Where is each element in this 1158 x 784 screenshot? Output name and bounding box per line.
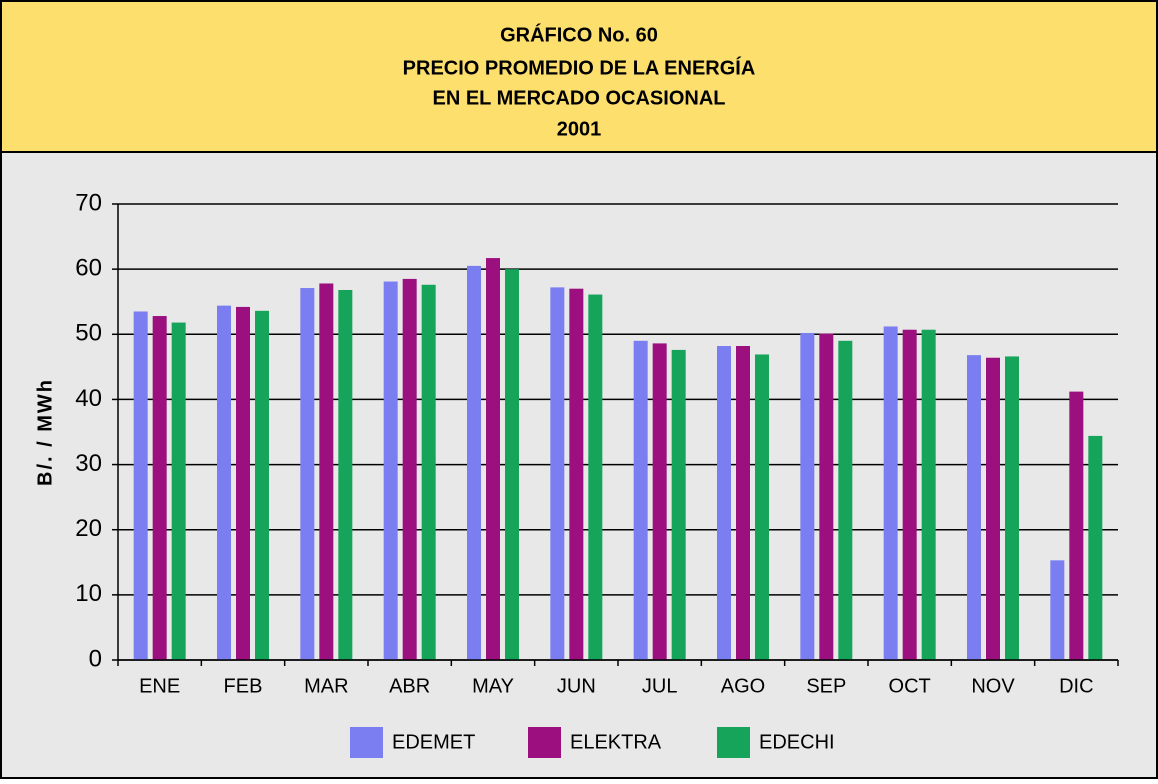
x-tick-label: JUL — [642, 675, 678, 697]
bar — [633, 340, 648, 660]
y-tick-label: 50 — [75, 320, 102, 347]
chart-title: PRECIO PROMEDIO DE LA ENERGÍA — [403, 56, 756, 79]
x-tick-label: DIC — [1059, 675, 1093, 697]
bar — [255, 310, 269, 660]
bar — [1088, 435, 1103, 660]
bar — [1005, 356, 1019, 660]
bar — [421, 284, 436, 660]
bar — [569, 288, 584, 660]
bar — [319, 283, 334, 660]
chart-title: 2001 — [557, 118, 602, 140]
bar — [1050, 560, 1065, 660]
y-tick-label: 60 — [75, 254, 102, 281]
bar — [588, 294, 603, 660]
bar — [800, 332, 815, 660]
x-tick-label: JUN — [557, 675, 596, 697]
bar — [736, 346, 750, 660]
bar — [652, 343, 667, 660]
bar — [467, 265, 481, 660]
bar — [967, 355, 981, 660]
x-tick-label: ENE — [139, 675, 180, 697]
bar — [1069, 391, 1084, 660]
y-axis-label: B/. / MWh — [34, 378, 56, 486]
y-tick-label: 40 — [75, 385, 102, 412]
bar — [486, 258, 500, 660]
x-tick-label: AGO — [721, 675, 765, 697]
x-tick-label: NOV — [971, 675, 1015, 697]
legend-swatch — [350, 727, 383, 758]
x-tick-label: MAY — [472, 675, 514, 697]
bar — [383, 281, 398, 660]
bar — [338, 289, 353, 660]
x-tick-label: ABR — [389, 675, 430, 697]
chart-title: GRÁFICO No. 60 — [500, 23, 658, 46]
legend-label: EDECHI — [759, 731, 835, 753]
chart-title: EN EL MERCADO OCASIONAL — [433, 87, 726, 109]
bar — [171, 322, 186, 660]
bar — [217, 305, 231, 660]
bar — [300, 288, 315, 660]
y-tick-label: 0 — [89, 645, 102, 672]
y-tick-label: 20 — [75, 515, 102, 542]
bar — [671, 349, 686, 660]
bar — [505, 269, 519, 660]
legend-swatch — [528, 727, 561, 758]
bar — [152, 316, 167, 660]
x-tick-label: FEB — [224, 675, 263, 697]
bar — [838, 340, 853, 660]
legend-label: EDEMET — [392, 731, 475, 753]
bar — [986, 357, 1000, 660]
legend-swatch — [717, 727, 750, 758]
x-tick-label: SEP — [806, 675, 846, 697]
y-tick-label: 30 — [75, 450, 102, 477]
legend-label: ELEKTRA — [570, 731, 662, 753]
bar — [883, 326, 898, 660]
bar — [755, 354, 769, 660]
bar — [402, 278, 417, 660]
x-tick-label: MAR — [304, 675, 348, 697]
bar — [236, 306, 250, 660]
bar — [550, 287, 565, 660]
bar — [819, 333, 834, 660]
bar — [717, 346, 731, 660]
bar — [921, 329, 936, 660]
y-tick-label: 70 — [75, 189, 102, 216]
x-tick-label: OCT — [889, 675, 931, 697]
header — [0, 0, 1158, 153]
bar — [902, 329, 917, 660]
bar — [133, 311, 148, 660]
y-tick-label: 10 — [75, 580, 102, 607]
